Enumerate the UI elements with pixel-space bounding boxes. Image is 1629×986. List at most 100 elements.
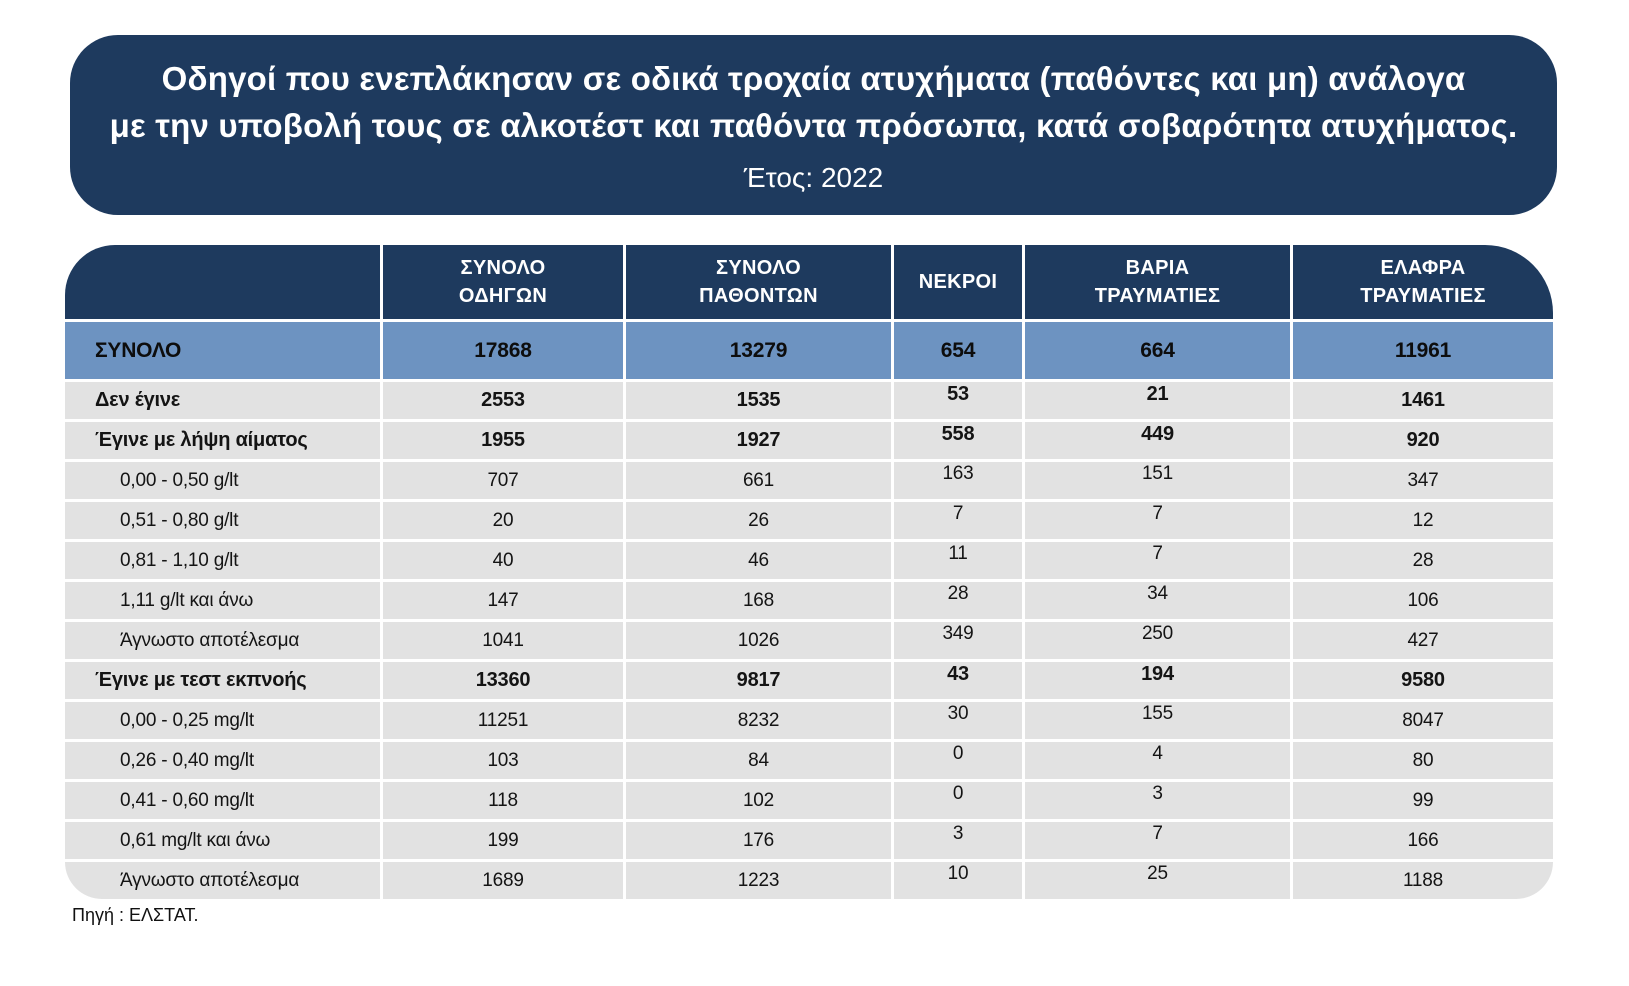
value-cell: 1689 (383, 862, 623, 899)
value-cell: 103 (383, 742, 623, 779)
value-cell: 1223 (626, 862, 891, 899)
table-row: 1,11 g/lt και άνω 147 168 28 34 106 (65, 582, 1553, 619)
value-cell: 151 (1025, 462, 1290, 499)
value-cell: 449 (1025, 422, 1290, 459)
value-cell: 7 (1025, 822, 1290, 859)
value-cell: 26 (626, 502, 891, 539)
value-cell: 168 (626, 582, 891, 619)
value-cell: 10 (894, 862, 1022, 899)
row-label: Έγινε με τεστ εκπνοής (65, 662, 380, 699)
table-row: 0,00 - 0,25 mg/lt 11251 8232 30 155 8047 (65, 702, 1553, 739)
value-cell: 1026 (626, 622, 891, 659)
value-cell: 9580 (1293, 662, 1553, 699)
header-empty-cell (65, 245, 380, 319)
header-total-casualties: ΣΥΝΟΛΟ ΠΑΘΟΝΤΩΝ (626, 245, 891, 319)
value-cell: 707 (383, 462, 623, 499)
value-cell: 176 (626, 822, 891, 859)
value-cell: 1461 (1293, 382, 1553, 419)
value-cell: 11 (894, 542, 1022, 579)
row-label: Άγνωστο αποτέλεσμα (65, 622, 380, 659)
table-row: 0,81 - 1,10 g/lt 40 46 11 7 28 (65, 542, 1553, 579)
value-cell: 194 (1025, 662, 1290, 699)
value-cell: 43 (894, 662, 1022, 699)
table-body: ΣΥΝΟΛΟ 17868 13279 654 664 11961 Δεν έγινε 2553… (65, 322, 1553, 899)
value-cell: 21 (1025, 382, 1290, 419)
table-row: Έγινε με τεστ εκπνοής 13360 9817 43 194 9580 (65, 662, 1553, 699)
value-cell: 25 (1025, 862, 1290, 899)
value-cell: 9817 (626, 662, 891, 699)
value-cell: 147 (383, 582, 623, 619)
value-cell: 1188 (1293, 862, 1553, 899)
table-row: 0,26 - 0,40 mg/lt 103 84 0 4 80 (65, 742, 1553, 779)
value-cell: 84 (626, 742, 891, 779)
value-cell: 558 (894, 422, 1022, 459)
value-cell: 17868 (383, 322, 623, 379)
source-note: Πηγή : ΕΛΣΤΑΤ. (72, 905, 199, 925)
title-banner: Οδηγοί που ενεπλάκησαν σε οδικά τροχαία … (70, 35, 1557, 215)
header-total-drivers: ΣΥΝΟΛΟ ΟΔΗΓΩΝ (383, 245, 623, 319)
row-label: 0,00 - 0,50 g/lt (65, 462, 380, 499)
value-cell: 2553 (383, 382, 623, 419)
value-cell: 40 (383, 542, 623, 579)
row-label: 0,61 mg/lt και άνω (65, 822, 380, 859)
row-label: 0,00 - 0,25 mg/lt (65, 702, 380, 739)
table-row: Άγνωστο αποτέλεσμα 1041 1026 349 250 427 (65, 622, 1553, 659)
table-row: Έγινε με λήψη αίματος 1955 1927 558 449 920 (65, 422, 1553, 459)
value-cell: 4 (1025, 742, 1290, 779)
value-cell: 99 (1293, 782, 1553, 819)
value-cell: 0 (894, 782, 1022, 819)
value-cell: 3 (1025, 782, 1290, 819)
value-cell: 664 (1025, 322, 1290, 379)
value-cell: 13360 (383, 662, 623, 699)
header-row: ΣΥΝΟΛΟ ΟΔΗΓΩΝ ΣΥΝΟΛΟ ΠΑΘΟΝΤΩΝ ΝΕΚΡΟΙ ΒΑΡ… (65, 245, 1553, 319)
statistics-table: ΣΥΝΟΛΟ ΟΔΗΓΩΝ ΣΥΝΟΛΟ ΠΑΘΟΝΤΩΝ ΝΕΚΡΟΙ ΒΑΡ… (62, 242, 1556, 902)
value-cell: 28 (894, 582, 1022, 619)
value-cell: 250 (1025, 622, 1290, 659)
row-label: 0,51 - 0,80 g/lt (65, 502, 380, 539)
value-cell: 347 (1293, 462, 1553, 499)
value-cell: 34 (1025, 582, 1290, 619)
value-cell: 8232 (626, 702, 891, 739)
value-cell: 118 (383, 782, 623, 819)
value-cell: 199 (383, 822, 623, 859)
value-cell: 20 (383, 502, 623, 539)
row-label: Έγινε με λήψη αίματος (65, 422, 380, 459)
value-cell: 7 (894, 502, 1022, 539)
value-cell: 349 (894, 622, 1022, 659)
value-cell: 28 (1293, 542, 1553, 579)
row-label: 0,26 - 0,40 mg/lt (65, 742, 380, 779)
header-deaths: ΝΕΚΡΟΙ (894, 245, 1022, 319)
row-label: 1,11 g/lt και άνω (65, 582, 380, 619)
table-row: 0,41 - 0,60 mg/lt 118 102 0 3 99 (65, 782, 1553, 819)
value-cell: 0 (894, 742, 1022, 779)
row-label: Δεν έγινε (65, 382, 380, 419)
value-cell: 155 (1025, 702, 1290, 739)
title-line-2: με την υποβολή τους σε αλκοτέστ και παθό… (109, 107, 1518, 144)
header-seriously-injured: ΒΑΡΙΑ ΤΡΑΥΜΑΤΙΕΣ (1025, 245, 1290, 319)
value-cell: 1955 (383, 422, 623, 459)
value-cell: 12 (1293, 502, 1553, 539)
table-row: ΣΥΝΟΛΟ 17868 13279 654 664 11961 (65, 322, 1553, 379)
table-row: 0,51 - 0,80 g/lt 20 26 7 7 12 (65, 502, 1553, 539)
header-slightly-injured: ΕΛΑΦΡΑ ΤΡΑΥΜΑΤΙΕΣ (1293, 245, 1553, 319)
value-cell: 654 (894, 322, 1022, 379)
row-label: Άγνωστο αποτέλεσμα (65, 862, 380, 899)
table-row: 0,00 - 0,50 g/lt 707 661 163 151 347 (65, 462, 1553, 499)
value-cell: 7 (1025, 502, 1290, 539)
value-cell: 106 (1293, 582, 1553, 619)
row-label: 0,81 - 1,10 g/lt (65, 542, 380, 579)
table-row: Άγνωστο αποτέλεσμα 1689 1223 10 25 1188 (65, 862, 1553, 899)
value-cell: 427 (1293, 622, 1553, 659)
value-cell: 8047 (1293, 702, 1553, 739)
value-cell: 30 (894, 702, 1022, 739)
row-label: ΣΥΝΟΛΟ (65, 322, 380, 379)
value-cell: 3 (894, 822, 1022, 859)
value-cell: 11961 (1293, 322, 1553, 379)
value-cell: 7 (1025, 542, 1290, 579)
value-cell: 53 (894, 382, 1022, 419)
title-year: Έτος: 2022 (743, 161, 884, 193)
value-cell: 11251 (383, 702, 623, 739)
value-cell: 1041 (383, 622, 623, 659)
value-cell: 166 (1293, 822, 1553, 859)
